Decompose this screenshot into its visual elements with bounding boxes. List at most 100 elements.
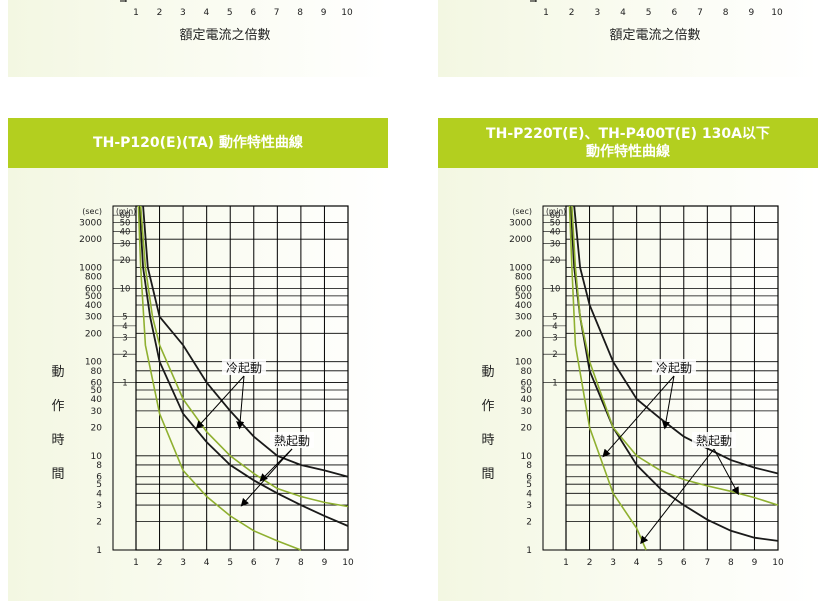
annotation-arrow — [640, 448, 715, 545]
sec-tick-label: 1000 — [79, 264, 102, 274]
min-tick-label: 5 — [552, 313, 557, 323]
x-tick-label: 4 — [620, 8, 626, 18]
x-tick-label: 5 — [227, 8, 233, 18]
x-tick-label: 10 — [772, 558, 784, 568]
top-left-panel: 1 2 3 4 5 6 7 8 9 10 額定電流之倍數 — [8, 0, 388, 77]
plot-frame — [135, 205, 349, 551]
sec-unit-label: (sec) — [512, 207, 532, 216]
sec-tick-label: 1 — [526, 546, 532, 556]
x-tick-label: 1 — [543, 8, 549, 18]
min-tick-label: 50 — [120, 219, 131, 229]
min-tick-label: 30 — [120, 239, 131, 249]
x-tick-label: 9 — [321, 8, 327, 18]
sec-tick-label: 8 — [96, 461, 102, 471]
trip-curve — [568, 205, 647, 551]
sec-tick-label: 80 — [521, 367, 533, 377]
sec-tick-label: 200 — [85, 329, 102, 339]
min-unit-label: (min) — [546, 207, 566, 216]
min-tick-label: 60 — [120, 211, 131, 221]
min-tick-label: 30 — [550, 239, 561, 249]
x-tick-label: 10 — [342, 558, 354, 568]
sec-tick-label: 60 — [521, 379, 533, 389]
trip-curve — [142, 205, 349, 478]
min-tick-label: 40 — [120, 228, 131, 238]
x-tick-label: 8 — [297, 8, 303, 18]
sec-tick-label: 500 — [85, 292, 102, 302]
min-tick-label: 2 — [552, 350, 557, 360]
sec-tick-label: 80 — [91, 367, 103, 377]
x-tick-label: 2 — [569, 8, 575, 18]
sec-tick-label: 2 — [96, 518, 102, 528]
sec-tick-label: 100 — [515, 358, 532, 368]
x-tick-label: 8 — [728, 558, 734, 568]
chart-title-line-1: TH-P220T(E)、TH-P400T(E) 130A以下 — [486, 126, 770, 142]
plot-frame — [565, 205, 779, 551]
sec-tick-label: 3000 — [509, 219, 532, 229]
top-right-panel: 1 2 3 4 5 6 7 8 9 10 額定電流之倍數 — [438, 0, 818, 77]
sec-tick-label: 1000 — [509, 264, 532, 274]
annotation-arrow — [259, 448, 293, 482]
sec-tick-label: 30 — [521, 407, 533, 417]
sec-tick-label: 50 — [521, 386, 533, 396]
sec-tick-label: 400 — [85, 301, 102, 311]
x-tick-label: 3 — [180, 8, 186, 18]
min-tick-label: 5 — [122, 313, 127, 323]
sec-tick-label: 200 — [515, 329, 532, 339]
annotation-arrow — [713, 448, 739, 496]
x-tick-label: 6 — [250, 8, 256, 18]
chart-panel-th-p120: TH-P120(E)(TA) 動作特性曲線 (sec) (min) 1 2 3 4 5 6 7 8… — [8, 118, 388, 601]
curve-annotation: 冷起動 — [226, 361, 262, 375]
sec-tick-label: 2000 — [509, 235, 532, 245]
sec-tick-label: 5 — [526, 480, 532, 490]
x-axis-label: 額定電流之倍數 — [179, 28, 270, 43]
min-tick-label: 4 — [552, 322, 557, 332]
sec-tick-label: 8 — [526, 461, 532, 471]
x-tick-label: 1 — [563, 558, 569, 568]
trip-curve — [571, 205, 779, 506]
sec-tick-label: 500 — [515, 292, 532, 302]
min-tick-label: 4 — [122, 322, 127, 332]
x-tick-label: 4 — [204, 558, 210, 568]
sec-tick-label: 4 — [96, 489, 102, 499]
min-tick-label: 20 — [120, 256, 131, 266]
min-unit-label: (min) — [116, 207, 136, 216]
x-tick-label: 3 — [594, 8, 600, 18]
chart-title: TH-P120(E)(TA) 動作特性曲線 — [93, 135, 303, 151]
sec-tick-label: 10 — [521, 452, 533, 462]
x-tick-label: 7 — [704, 558, 710, 568]
sec-tick-label: 4 — [526, 489, 532, 499]
min-tick-label: 1 — [552, 379, 557, 389]
trip-curve-chart: (sec) (min)1 2 3 4 5 6 7 8 9 103000200010008006005… — [51, 205, 354, 568]
sec-unit-label: (sec) — [82, 207, 102, 216]
sec-tick-label: 50 — [91, 386, 103, 396]
curve-annotation: 熱起動 — [274, 434, 310, 448]
annotation-arrow — [662, 375, 675, 430]
x-tick-label: 1 — [133, 558, 139, 568]
y-axis-label-char: 間 — [481, 467, 494, 482]
min-tick-label: 50 — [550, 219, 561, 229]
x-tick-label: 6 — [681, 558, 687, 568]
trip-curve — [138, 205, 349, 527]
min-tick-label: 3 — [122, 334, 127, 344]
x-tick-label: 5 — [227, 558, 233, 568]
chart-title-bar: TH-P220T(E)、TH-P400T(E) 130A以下 動作特性曲線 — [438, 118, 818, 168]
sec-tick-label: 300 — [85, 313, 102, 323]
top-left-chart-fragment: 1 2 3 4 5 6 7 8 9 10 額定電流之倍數 — [120, 0, 353, 43]
sec-tick-label: 3 — [96, 501, 102, 511]
sec-tick-label: 40 — [521, 395, 533, 405]
x-tick-label: 5 — [646, 8, 652, 18]
x-tick-label: 5 — [657, 558, 663, 568]
x-tick-label: 6 — [251, 558, 257, 568]
x-tick-label: 2 — [157, 8, 163, 18]
min-tick-label: 10 — [550, 284, 561, 294]
sec-tick-label: 20 — [521, 423, 533, 433]
top-right-chart-fragment: 1 2 3 4 5 6 7 8 9 10 額定電流之倍數 — [530, 0, 783, 43]
trip-curve — [139, 205, 349, 508]
x-tick-label: 8 — [298, 558, 304, 568]
min-tick-label: 3 — [552, 334, 557, 344]
sec-tick-label: 600 — [85, 284, 102, 294]
annotation-arrow — [195, 375, 245, 429]
chart-title-line-2: 動作特性曲線 — [586, 144, 670, 160]
min-tick-label: 1 — [122, 379, 127, 389]
curve-annotation: 熱起動 — [696, 434, 732, 448]
